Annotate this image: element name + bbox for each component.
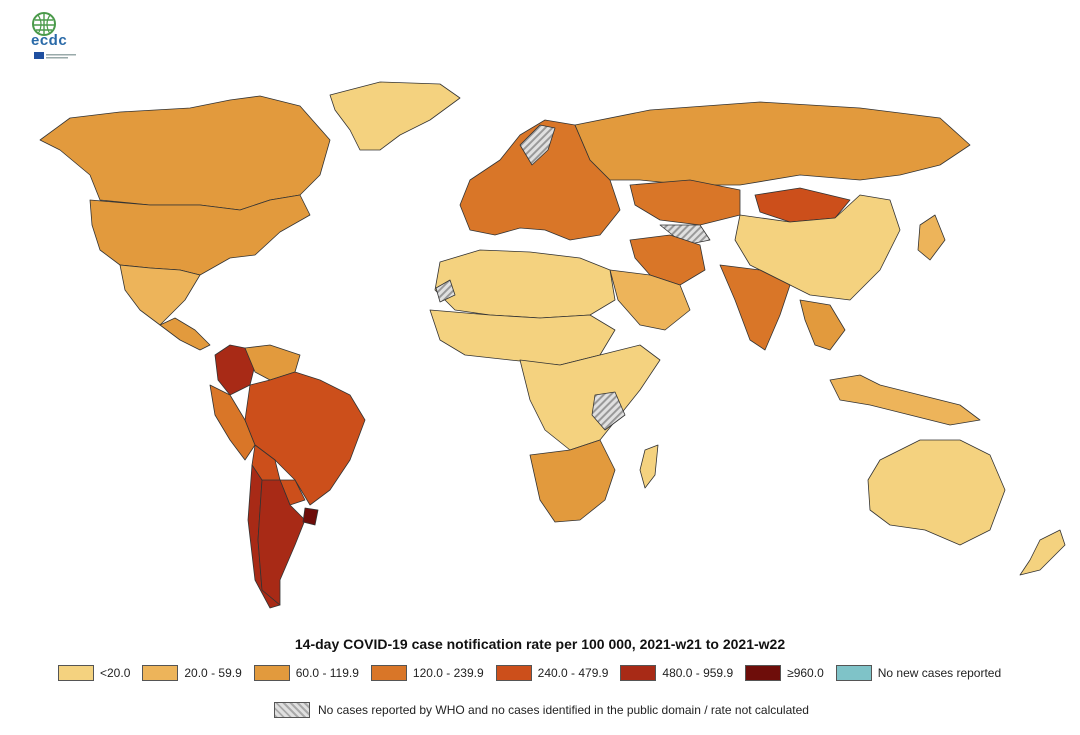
region-peru — [209, 384, 256, 461]
region-scandinavia-na — [519, 124, 556, 166]
region-kazakhstan — [629, 179, 741, 226]
region-iran — [629, 234, 706, 286]
legend-swatch — [620, 665, 657, 681]
legend-label: <20.0 — [100, 666, 131, 680]
region-indonesia — [829, 374, 981, 426]
legend-label: 240.0 - 479.9 — [537, 666, 609, 680]
region-central-america — [159, 317, 211, 351]
legend-item: 120.0 - 239.9 — [370, 665, 484, 681]
globe-icon — [32, 12, 56, 36]
legend-label: 20.0 - 59.9 — [184, 666, 242, 680]
region-sahel-west-africa — [429, 309, 616, 366]
region-uruguay — [302, 507, 319, 526]
legend-swatch — [495, 665, 532, 681]
eu-flag-icon — [34, 52, 76, 59]
legend-label: 480.0 - 959.9 — [662, 666, 734, 680]
region-southeast-asia — [799, 299, 846, 351]
legend-swatch — [253, 665, 290, 681]
legend: <20.0 20.0 - 59.9 60.0 - 119.9 120.0 - 239.… — [58, 664, 1013, 682]
legend-item: ≥960.0 — [745, 665, 824, 681]
region-argentina — [257, 479, 306, 606]
legend-swatch — [370, 665, 407, 681]
region-canada — [39, 95, 331, 211]
legend-swatch — [58, 665, 94, 681]
legend-item: <20.0 — [58, 665, 130, 681]
region-central-africa — [519, 344, 661, 451]
legend-item: No new cases reported — [835, 665, 1002, 681]
region-madagascar — [639, 444, 659, 489]
legend-item: 20.0 - 59.9 — [142, 665, 242, 681]
legend-not-calculated: No cases reported by WHO and no cases id… — [274, 702, 809, 718]
legend-item: 240.0 - 479.9 — [495, 665, 609, 681]
logo-text: ecdc — [31, 32, 68, 49]
region-australia — [867, 439, 1006, 546]
map-title: 14-day COVID-19 case notification rate p… — [294, 636, 786, 652]
region-greenland — [329, 81, 461, 151]
region-colombia — [214, 344, 256, 396]
region-japan — [917, 214, 946, 261]
legend-label: No new cases reported — [877, 666, 1002, 680]
world-map — [39, 81, 1066, 609]
legend-item: 60.0 - 119.9 — [253, 665, 359, 681]
legend-swatch — [745, 665, 782, 681]
region-russia — [574, 101, 971, 186]
region-europe — [459, 119, 621, 241]
region-west-africa-na — [435, 279, 456, 303]
legend-label: ≥960.0 — [787, 666, 824, 680]
region-india — [719, 264, 791, 351]
region-southern-africa — [529, 439, 616, 523]
region-arabia — [609, 269, 691, 331]
region-china — [734, 194, 901, 301]
region-new-zealand — [1019, 529, 1066, 576]
legend-label: 120.0 - 239.9 — [412, 666, 484, 680]
legend-swatch — [142, 665, 179, 681]
legend-label: 60.0 - 119.9 — [295, 666, 359, 680]
legend-swatch — [835, 665, 872, 681]
region-north-africa — [434, 249, 616, 319]
region-usa — [89, 194, 311, 276]
ecdc-logo — [22, 10, 82, 62]
region-east-africa-na — [591, 391, 626, 431]
legend-item: 480.0 - 959.9 — [620, 665, 733, 681]
hatch-swatch — [274, 702, 310, 718]
region-mexico — [119, 264, 201, 326]
legend-not-calculated-label: No cases reported by WHO and no cases id… — [318, 703, 809, 717]
